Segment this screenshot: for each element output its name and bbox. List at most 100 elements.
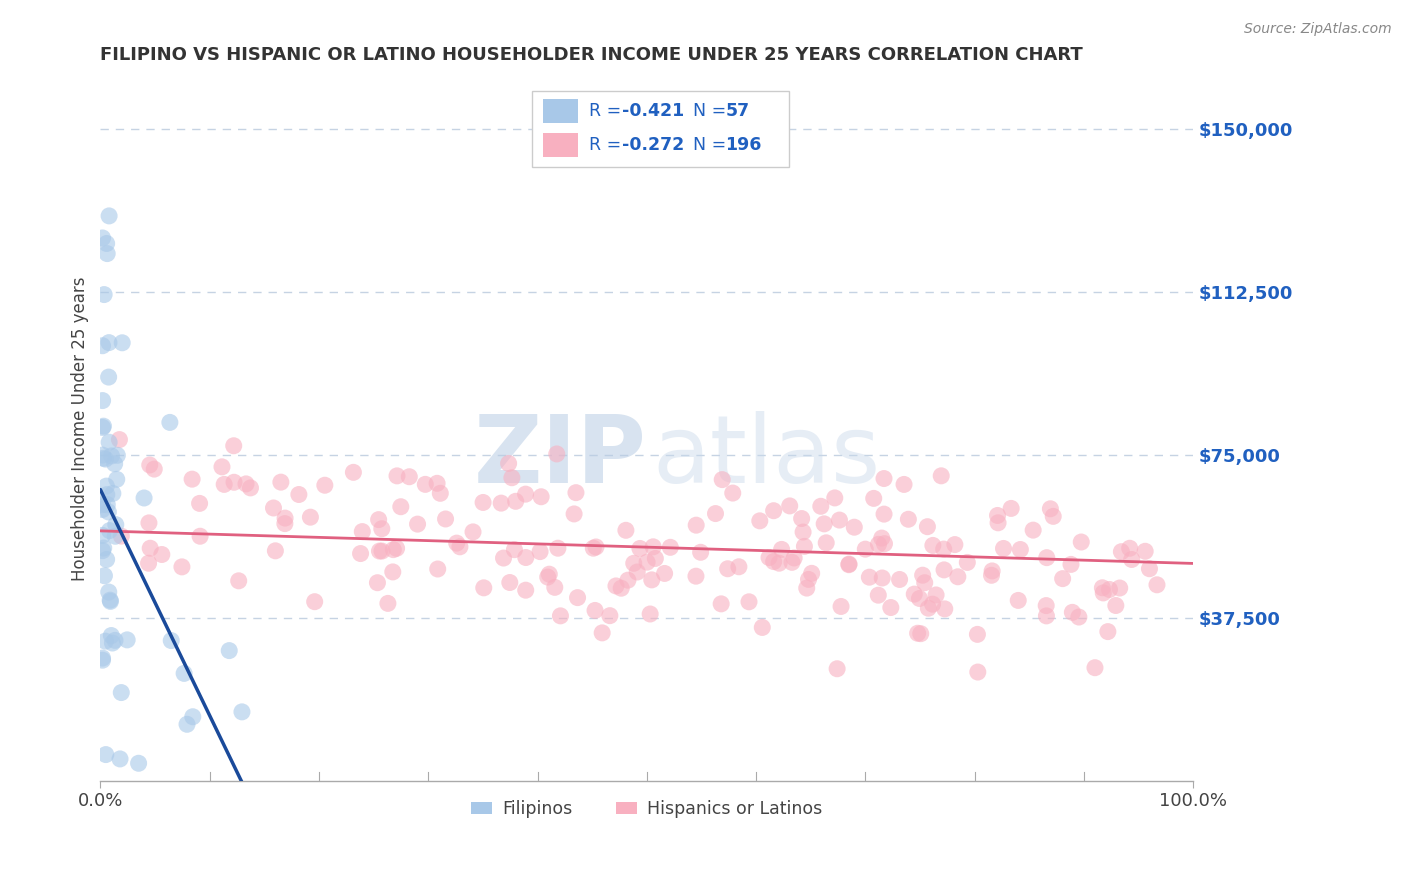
- Point: [128, 756, 150, 771]
- Point: [499, 575, 522, 590]
- Point: [505, 494, 527, 508]
- Point: [446, 536, 468, 550]
- Point: [636, 555, 658, 569]
- Point: [717, 562, 740, 576]
- Point: [96, 488, 118, 502]
- Point: [565, 485, 588, 500]
- Point: [710, 597, 733, 611]
- Point: [917, 519, 939, 533]
- Point: [160, 633, 183, 648]
- Point: [188, 529, 211, 543]
- Point: [1133, 544, 1156, 558]
- Point: [1121, 552, 1143, 566]
- Point: [844, 520, 866, 534]
- Point: [100, 449, 122, 463]
- Point: [94, 452, 117, 467]
- Point: [270, 475, 292, 490]
- Point: [828, 513, 851, 527]
- Point: [100, 628, 122, 642]
- Point: [264, 544, 287, 558]
- Point: [188, 496, 211, 510]
- Point: [762, 504, 785, 518]
- Point: [1139, 562, 1161, 576]
- Point: [104, 529, 127, 543]
- Point: [893, 477, 915, 491]
- Point: [873, 536, 896, 550]
- Point: [623, 557, 645, 571]
- Point: [385, 468, 408, 483]
- Point: [93, 451, 115, 466]
- Point: [110, 685, 132, 699]
- Bar: [543, 133, 578, 157]
- Text: N =: N =: [693, 136, 731, 154]
- Point: [181, 710, 204, 724]
- Text: R =: R =: [589, 103, 627, 120]
- Point: [342, 466, 364, 480]
- Point: [91, 448, 114, 462]
- Point: [614, 524, 637, 538]
- Point: [880, 600, 903, 615]
- Point: [138, 516, 160, 530]
- Point: [797, 573, 820, 587]
- Point: [389, 500, 412, 514]
- Point: [889, 573, 911, 587]
- Point: [181, 472, 204, 486]
- Point: [413, 477, 436, 491]
- Point: [91, 528, 114, 542]
- Point: [304, 595, 326, 609]
- Point: [93, 568, 115, 582]
- Point: [1000, 501, 1022, 516]
- Point: [429, 486, 451, 500]
- Point: [498, 457, 520, 471]
- Point: [993, 541, 1015, 556]
- Point: [501, 471, 523, 485]
- Point: [108, 752, 131, 766]
- Point: [1108, 581, 1130, 595]
- Point: [529, 544, 551, 558]
- Point: [910, 626, 932, 640]
- Point: [751, 620, 773, 634]
- Point: [159, 416, 181, 430]
- Point: [91, 420, 114, 434]
- Point: [108, 433, 131, 447]
- Point: [101, 636, 124, 650]
- Point: [1118, 541, 1140, 556]
- Point: [139, 458, 162, 472]
- Point: [1097, 624, 1119, 639]
- Point: [911, 568, 934, 582]
- Point: [934, 602, 956, 616]
- Text: 196: 196: [725, 136, 762, 154]
- Point: [921, 597, 943, 611]
- Point: [91, 231, 114, 245]
- Point: [96, 236, 118, 251]
- Point: [1035, 608, 1057, 623]
- Text: atlas: atlas: [652, 411, 880, 503]
- Point: [515, 487, 537, 501]
- Point: [758, 550, 780, 565]
- Point: [472, 581, 495, 595]
- Point: [381, 565, 404, 579]
- Point: [685, 569, 707, 583]
- Point: [93, 541, 115, 555]
- Point: [91, 653, 114, 667]
- Point: [659, 541, 682, 555]
- Point: [96, 479, 118, 493]
- Point: [1105, 599, 1128, 613]
- Point: [1010, 542, 1032, 557]
- Point: [426, 476, 449, 491]
- Point: [966, 627, 988, 641]
- Point: [796, 581, 818, 595]
- Point: [96, 246, 118, 260]
- Point: [368, 544, 391, 558]
- Point: [932, 563, 955, 577]
- Point: [583, 603, 606, 617]
- Point: [921, 538, 943, 552]
- Point: [538, 567, 561, 582]
- Point: [96, 552, 118, 566]
- Point: [721, 486, 744, 500]
- Point: [1039, 501, 1062, 516]
- Point: [222, 475, 245, 490]
- Point: [641, 573, 664, 587]
- Point: [91, 651, 114, 665]
- Text: 57: 57: [725, 103, 749, 120]
